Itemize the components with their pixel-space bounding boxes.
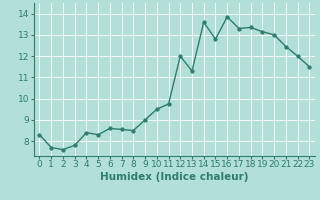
X-axis label: Humidex (Indice chaleur): Humidex (Indice chaleur) [100, 172, 249, 182]
